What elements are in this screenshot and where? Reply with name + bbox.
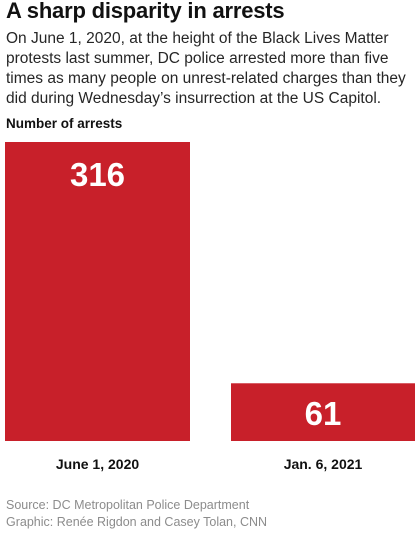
graphic-credit: Graphic: Renée Rigdon and Casey Tolan, C…	[6, 515, 268, 529]
x-tick-label-jan-6-2021: Jan. 6, 2021	[284, 456, 363, 472]
source-note: Source: DC Metropolitan Police Departmen…	[6, 498, 250, 512]
footer: Source: DC Metropolitan Police Departmen…	[6, 497, 267, 531]
data-label-jan-6-2021: 61	[305, 395, 342, 432]
chart-title: A sharp disparity in arrests	[6, 0, 285, 23]
bar-jan-6-2021	[231, 383, 415, 441]
bar-june-1-2020	[5, 142, 190, 441]
chart-subtitle: On June 1, 2020, at the height of the Bl…	[6, 30, 406, 107]
data-label-june-1-2020: 316	[70, 156, 125, 193]
x-tick-label-june-1-2020: June 1, 2020	[56, 456, 139, 472]
bars-group: 316 June 1, 2020 61 Jan. 6, 2021	[5, 142, 415, 472]
bar-chart-svg: Number of arrests 316 June 1, 2020 61 Jan. …	[5, 116, 415, 472]
y-axis-label: Number of arrests	[6, 116, 122, 131]
bar-chart: Number of arrests 316 June 1, 2020 61 Jan. …	[5, 116, 415, 472]
